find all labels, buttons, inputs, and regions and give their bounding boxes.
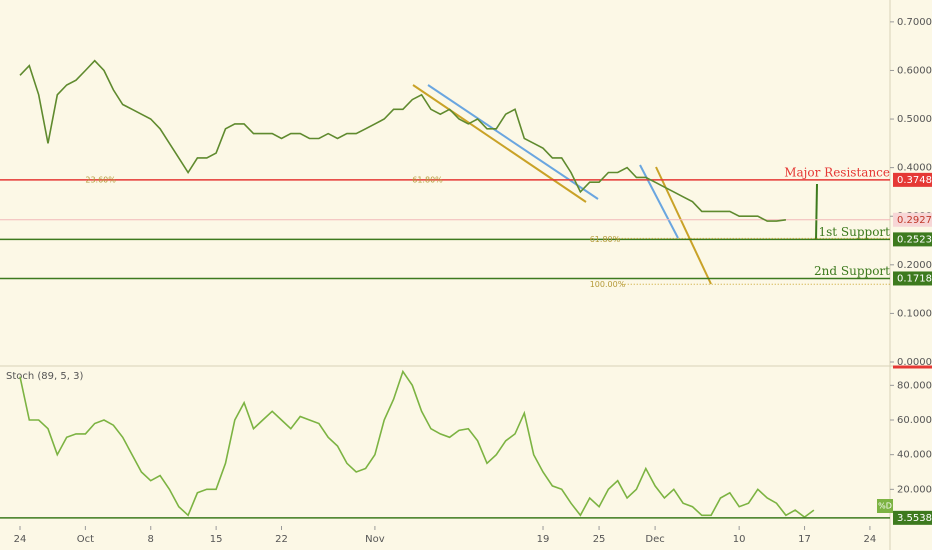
price-line [19,59,787,222]
level-value: 0.37485 [897,175,932,186]
price-badge-label: 0.29273 [897,215,932,226]
level-label: 1st Support [818,225,890,239]
x-tick-label: Nov [365,534,385,545]
legend-badge [877,499,893,513]
x-tick-label: 17 [798,534,811,545]
level-value: 0.25233 [897,234,932,245]
x-tick-label: Dec [645,534,664,545]
level-label: 2nd Support [814,264,890,278]
x-tick-label: 24 [14,534,27,545]
fib-label: 61.80% [412,175,443,184]
price-badge [893,212,932,227]
x-tick-label: 15 [210,534,223,545]
level-badge [893,271,932,286]
x-tick-label: 22 [275,534,288,545]
last-value-badge [893,510,932,525]
level-badge [893,232,932,247]
stoch-line [19,369,815,519]
x-tick-label: 19 [537,534,550,545]
x-tick-label: 10 [733,534,746,545]
fib-label: 23.60% [85,175,116,184]
fib-label: 61.80% [590,235,621,244]
indicator-title: Stoch (89, 5, 3) [6,371,83,382]
x-tick-label: 8 [148,534,154,545]
fib-label: 100.00% [590,280,626,289]
level-badge [893,172,932,187]
x-tick-label: Oct [77,534,94,545]
last-value-label: 3.5538 [897,513,932,524]
x-tick-label: 24 [864,534,877,545]
x-tick-label: 25 [593,534,606,545]
level-value: 0.17189 [897,273,932,284]
level-label: Major Resistance [784,165,890,179]
legend-label: %D [878,502,892,511]
y-tick-label: 0.70000 [897,17,932,28]
